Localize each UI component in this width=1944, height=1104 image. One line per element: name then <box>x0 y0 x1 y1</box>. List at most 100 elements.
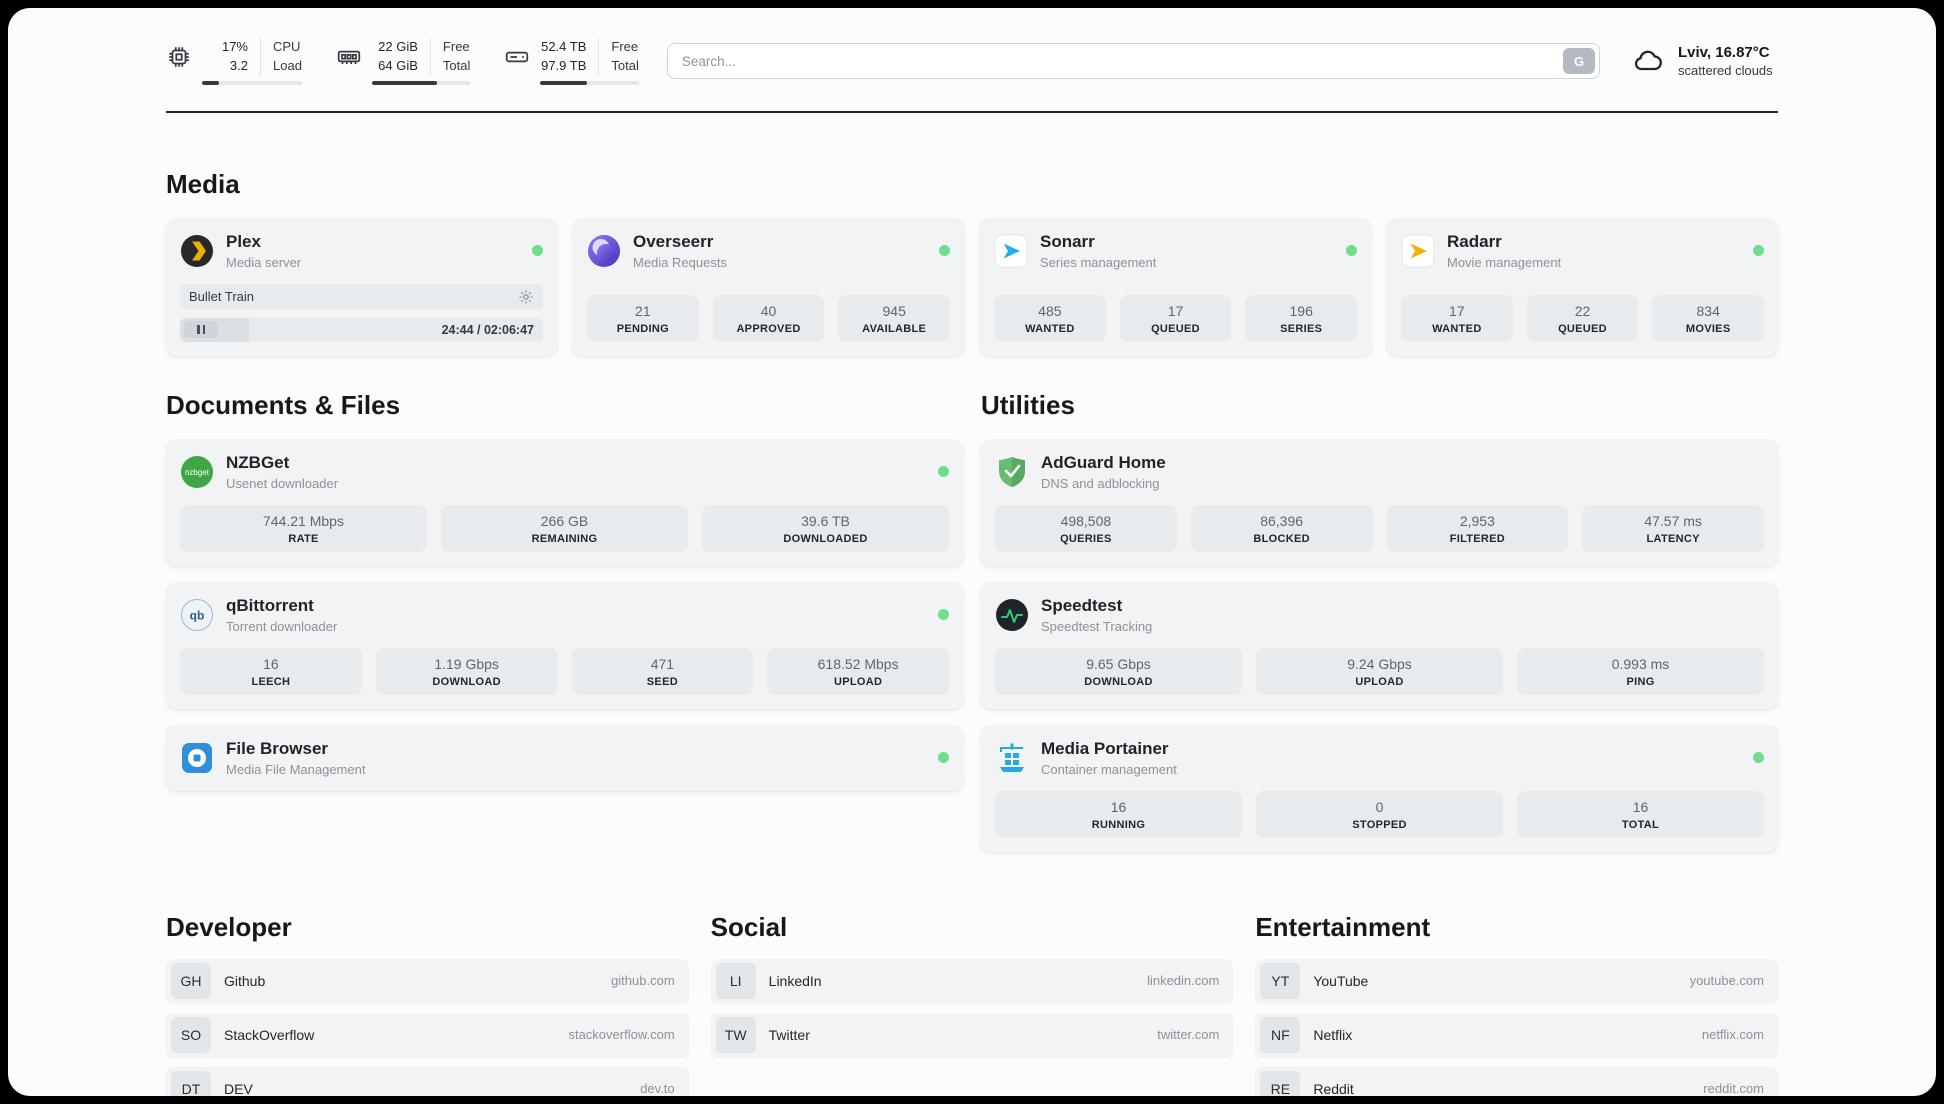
stat-tile: 0.993 ms PING <box>1517 647 1764 695</box>
app-subtitle: Series management <box>1040 254 1157 270</box>
stat-tile: 22 QUEUED <box>1526 294 1639 342</box>
weather-location: Lviv, 16.87°C <box>1678 44 1770 62</box>
storage-progress-bar <box>540 80 639 85</box>
stat-tile: 17 QUEUED <box>1119 294 1232 342</box>
app-subtitle: Media server <box>226 254 302 270</box>
app-name: AdGuard Home <box>1041 452 1166 472</box>
link-stackoverflow[interactable]: SO StackOverflow stackoverflow.com <box>166 1012 689 1057</box>
link-twitter[interactable]: TW Twitter twitter.com <box>710 1012 1234 1057</box>
link-netflix[interactable]: NF Netflix netflix.com <box>1255 1012 1778 1057</box>
dashboard-window: 17% 3.2 CPU Load <box>8 8 1936 1096</box>
stat-tile: 834 MOVIES <box>1652 294 1765 342</box>
memory-total-label: Total <box>442 57 471 73</box>
qbittorrent-icon: qb <box>180 598 214 632</box>
cloud-icon <box>1628 45 1668 77</box>
search-input[interactable] <box>666 43 1600 80</box>
stat-tile: 196 SERIES <box>1245 294 1358 342</box>
speedtest-card[interactable]: Speedtest Speedtest Tracking 9.65 Gbps D… <box>981 581 1778 709</box>
stat-tile: 40 APPROVED <box>712 294 825 342</box>
storage-free-value: 52.4 TB <box>541 39 587 54</box>
plex-card[interactable]: Plex Media server Bullet Train <box>166 217 557 356</box>
qbittorrent-card[interactable]: qb qBittorrent Torrent downloader 16 LEE… <box>166 581 963 709</box>
nzbget-card[interactable]: nzbget NZBGet Usenet downloader 744.21 M… <box>166 438 963 566</box>
memory-free-value: 22 GiB <box>378 39 418 54</box>
system-stats: 17% 3.2 CPU Load <box>166 38 639 85</box>
link-youtube[interactable]: YT YouTube youtube.com <box>1255 958 1778 1003</box>
stat-tile: 21 PENDING <box>587 294 699 342</box>
stat-tile: 2,953 FILTERED <box>1386 504 1569 552</box>
stat-tile: 498,508 QUERIES <box>995 504 1177 552</box>
section-title-developer: Developer <box>166 911 292 942</box>
cpu-stat: 17% 3.2 CPU Load <box>166 38 302 85</box>
cpu-load-value: 3.2 <box>229 57 248 73</box>
stat-tile: 9.65 Gbps DOWNLOAD <box>995 647 1242 695</box>
stat-tile: 16 LEECH <box>180 647 362 695</box>
status-dot <box>1753 752 1764 764</box>
app-name: Speedtest <box>1041 595 1123 615</box>
portainer-card[interactable]: Media Portainer Container management 16 … <box>981 724 1778 852</box>
memory-stat: 22 GiB 64 GiB Free Total <box>336 38 471 85</box>
link-abbr-badge: YT <box>1260 962 1301 999</box>
link-github[interactable]: GH Github github.com <box>166 958 689 1003</box>
storage-free-label: Free <box>611 39 639 54</box>
stat-tile: 0 STOPPED <box>1256 790 1503 838</box>
header-divider <box>166 110 1778 113</box>
link-abbr-badge: NF <box>1260 1016 1301 1053</box>
memory-total-value: 64 GiB <box>378 57 418 73</box>
app-subtitle: Movie management <box>1447 254 1562 270</box>
stat-tile: 945 AVAILABLE <box>838 294 951 342</box>
now-playing-title: Bullet Train <box>189 289 255 305</box>
stat-tile: 17 WANTED <box>1401 294 1513 342</box>
overseerr-card[interactable]: Overseerr Media Requests 21 PENDING 40 A… <box>573 217 964 356</box>
storage-total-label: Total <box>611 57 639 73</box>
stat-tile: 16 RUNNING <box>995 790 1242 838</box>
app-subtitle: Container management <box>1041 761 1177 777</box>
app-name: Plex <box>226 231 261 251</box>
adguard-card[interactable]: AdGuard Home DNS and adblocking 498,508 … <box>981 438 1778 566</box>
memory-progress-bar <box>371 80 471 85</box>
radarr-icon <box>1401 234 1435 268</box>
stat-tile: 47.57 ms LATENCY <box>1582 504 1764 552</box>
stat-tile: 1.19 Gbps DOWNLOAD <box>375 647 558 695</box>
app-subtitle: DNS and adblocking <box>1041 475 1160 491</box>
adguard-shield-icon <box>995 455 1029 489</box>
stat-tile: 39.6 TB DOWNLOADED <box>702 504 949 552</box>
storage-stat: 52.4 TB 97.9 TB Free Total <box>504 38 639 85</box>
app-name: Radarr <box>1447 231 1502 251</box>
svg-text:nzbget: nzbget <box>185 468 210 477</box>
link-abbr-badge: TW <box>715 1016 756 1053</box>
plex-icon <box>180 234 214 268</box>
sonarr-card[interactable]: Sonarr Series management 485 WANTED 17 Q… <box>980 217 1371 356</box>
status-dot <box>938 752 949 764</box>
link-linkedin[interactable]: LI LinkedIn linkedin.com <box>710 958 1234 1003</box>
link-abbr-badge: LI <box>715 962 756 999</box>
app-name: qBittorrent <box>226 595 314 615</box>
link-dev[interactable]: DT DEV dev.to <box>166 1066 689 1096</box>
stat-tile: 16 TOTAL <box>1517 790 1764 838</box>
storage-total-value: 97.9 TB <box>541 57 587 73</box>
stat-tile: 471 SEED <box>571 647 754 695</box>
playback-seek-bar[interactable]: 24:44 / 02:06:47 <box>180 317 543 342</box>
filebrowser-icon <box>180 741 214 775</box>
status-dot <box>938 609 949 621</box>
gear-icon[interactable] <box>518 289 534 305</box>
app-subtitle: Speedtest Tracking <box>1041 618 1153 634</box>
pause-button[interactable] <box>184 321 218 339</box>
search-engine-button[interactable]: G <box>1563 48 1595 75</box>
link-reddit[interactable]: RE Reddit reddit.com <box>1255 1066 1778 1096</box>
status-dot <box>938 466 949 478</box>
app-subtitle: Usenet downloader <box>226 475 339 491</box>
app-subtitle: Torrent downloader <box>226 618 338 634</box>
nzbget-icon: nzbget <box>180 455 214 489</box>
filebrowser-card[interactable]: File Browser Media File Management <box>166 724 963 791</box>
speedtest-icon <box>995 598 1029 632</box>
cpu-percent: 17% <box>221 39 248 54</box>
overseerr-icon <box>587 234 621 268</box>
section-title-utilities: Utilities <box>981 389 1075 420</box>
app-name: File Browser <box>226 738 329 758</box>
stat-tile: 86,396 BLOCKED <box>1190 504 1373 552</box>
radarr-card[interactable]: Radarr Movie management 17 WANTED 22 QUE… <box>1387 217 1778 356</box>
section-title-social: Social <box>710 911 788 942</box>
link-abbr-badge: GH <box>171 962 211 999</box>
app-name: Sonarr <box>1040 231 1095 251</box>
